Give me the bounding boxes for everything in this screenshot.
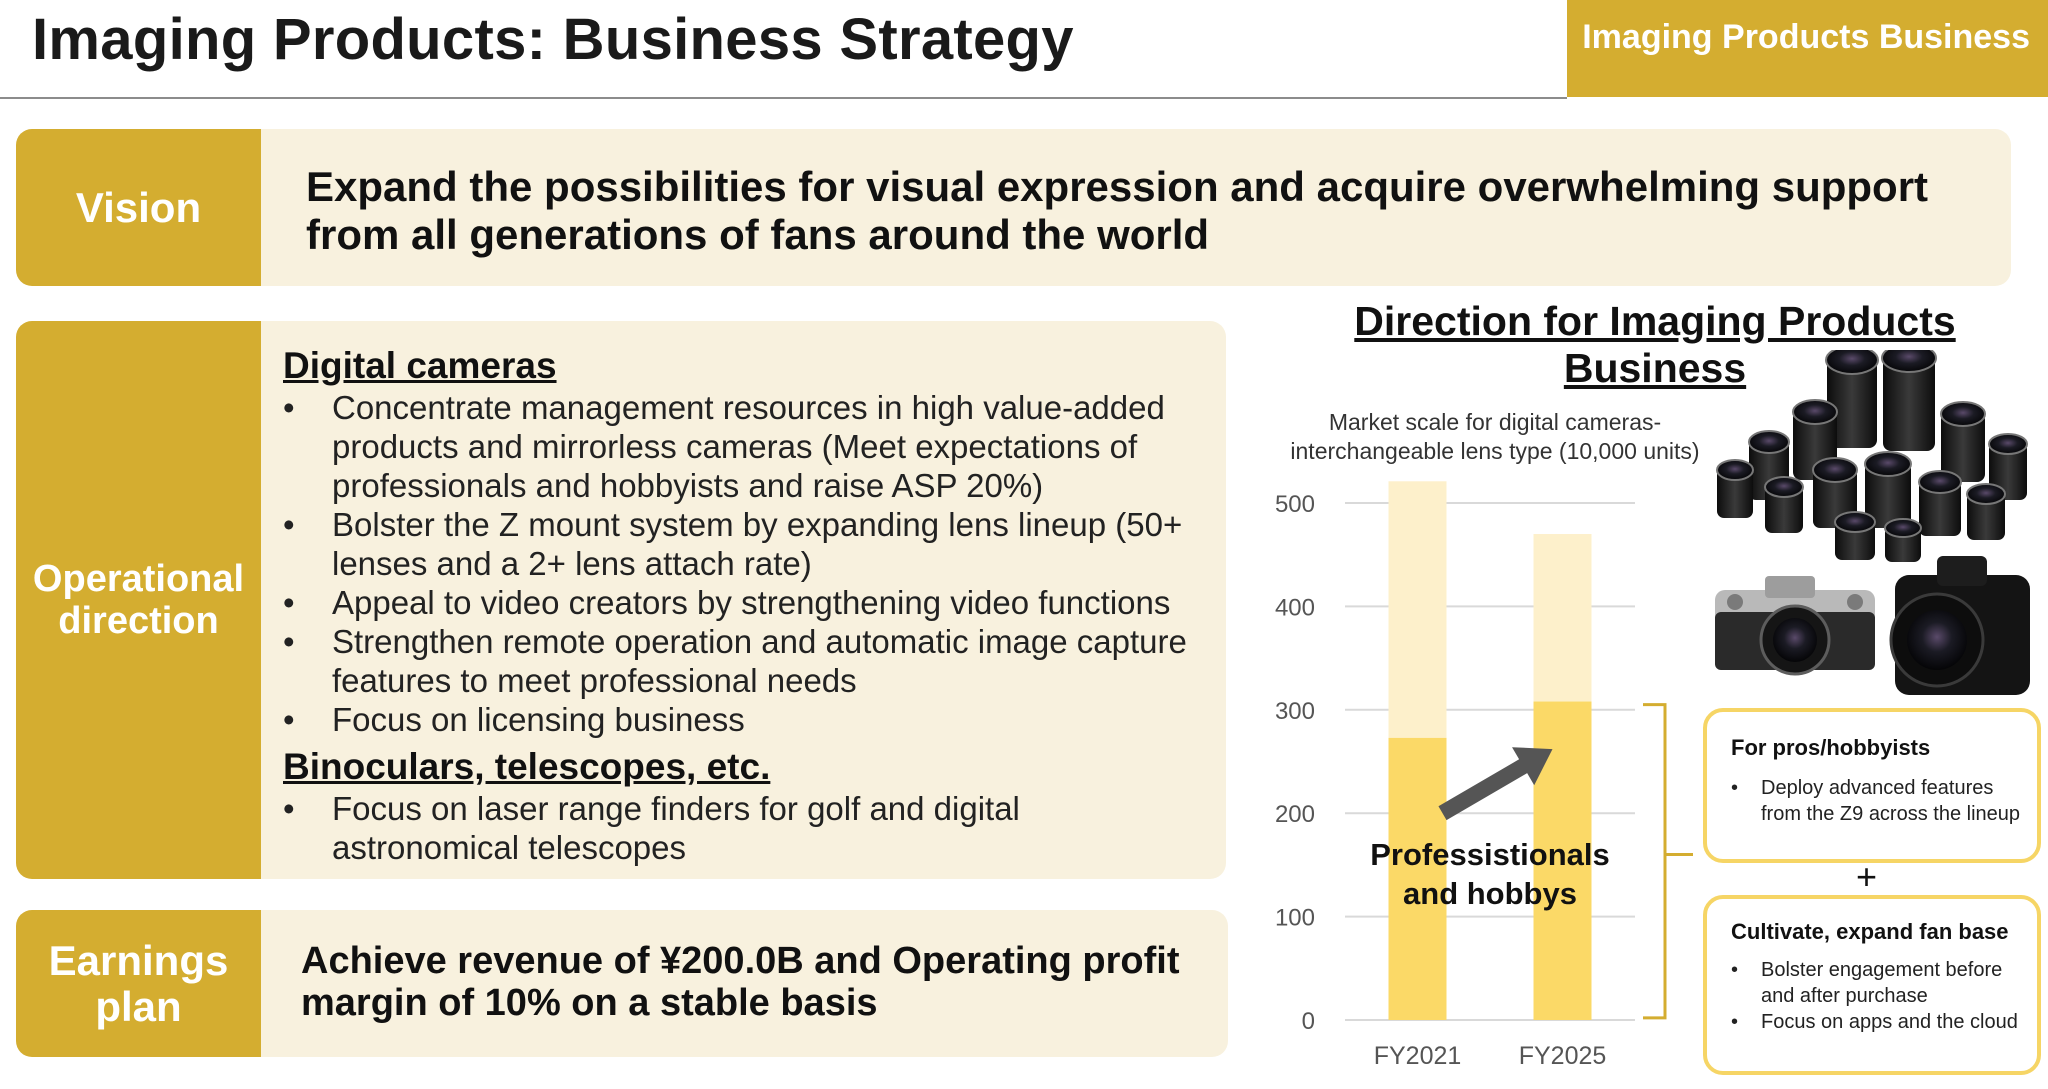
bar-segment bbox=[1388, 737, 1447, 1020]
y-tick-label: 200 bbox=[1275, 801, 1315, 828]
section-heading: Binoculars, telescopes, etc. bbox=[283, 746, 771, 787]
bullet-item: Concentrate management resources in high… bbox=[283, 388, 1213, 505]
page-title: Imaging Products: Business Strategy bbox=[32, 7, 1074, 72]
chart-annotation: Professistionals bbox=[1370, 837, 1609, 872]
plus-sign: + bbox=[1856, 856, 1878, 897]
chart-annotation: and hobbys bbox=[1403, 876, 1577, 911]
earnings-plan-panel bbox=[261, 910, 1228, 1057]
market-scale-chart: 0 100 200 300 400 500 FY2021 FY2025 Professistio… bbox=[1275, 481, 1693, 1070]
earnings-plan-statement: Achieve revenue of ¥200.0B and Operating… bbox=[301, 940, 1180, 1024]
vision-panel bbox=[261, 129, 2011, 286]
header-divider bbox=[0, 97, 1567, 99]
y-tick-label: 500 bbox=[1275, 491, 1315, 518]
bracket bbox=[1643, 703, 1667, 1020]
growth-arrow-icon bbox=[1438, 747, 1553, 821]
callout-bullets: Bolster engagement before and after purc… bbox=[1731, 957, 2031, 1035]
callout-title: Cultivate, expand fan base bbox=[1731, 919, 2009, 944]
section-tag-label: Imaging Products Business bbox=[1582, 18, 2030, 56]
digital-cameras-bullets: Concentrate management resources in high… bbox=[283, 388, 1213, 739]
camera-lens-lineup-icon bbox=[1715, 350, 2030, 695]
digital-cameras-section: Digital cameras Concentrate management r… bbox=[283, 345, 1213, 739]
bar-segment bbox=[1533, 534, 1592, 702]
bullet-item: Bolster the Z mount system by expanding … bbox=[283, 505, 1213, 583]
earnings-plan-label: Earnings plan bbox=[16, 910, 261, 1057]
chart-title: Direction for Imaging Products Business bbox=[1354, 298, 1956, 391]
callout-bullet: Focus on apps and the cloud bbox=[1731, 1009, 2031, 1035]
bar-segment bbox=[1388, 481, 1447, 738]
fan-base-callout: Cultivate, expand fan base Bolster engag… bbox=[1703, 895, 2041, 1075]
callout-bullet: Bolster engagement before and after purc… bbox=[1731, 957, 2031, 1009]
bullet-item: Focus on laser range finders for golf an… bbox=[283, 789, 1063, 867]
callout-title: For pros/hobbyists bbox=[1731, 735, 1931, 760]
bullet-item: Focus on licensing business bbox=[283, 700, 1213, 739]
section-tag: Imaging Products Business bbox=[1567, 0, 2048, 97]
vision-label: Vision bbox=[16, 129, 261, 286]
binoculars-section: Binoculars, telescopes, etc. Focus on la… bbox=[283, 746, 1213, 867]
bullet-item: Appeal to video creators by strengthenin… bbox=[283, 583, 1213, 622]
pros-hobbyists-callout: For pros/hobbyists Deploy advanced featu… bbox=[1703, 708, 2041, 863]
callout-bullets: Deploy advanced features from the Z9 acr… bbox=[1731, 775, 2031, 827]
y-tick-label: 400 bbox=[1275, 594, 1315, 621]
y-tick-label: 300 bbox=[1275, 698, 1315, 725]
section-heading: Digital cameras bbox=[283, 345, 557, 386]
y-tick-label: 100 bbox=[1275, 905, 1315, 932]
chart-subtitle: Market scale for digital cameras-interch… bbox=[1290, 409, 1700, 464]
binoculars-bullets: Focus on laser range finders for golf an… bbox=[283, 789, 1063, 867]
y-tick-label: 0 bbox=[1302, 1008, 1315, 1035]
x-tick-label: FY2021 bbox=[1374, 1042, 1462, 1070]
growth-arrow-shape bbox=[1438, 747, 1553, 821]
x-tick-label: FY2025 bbox=[1519, 1042, 1607, 1070]
bullet-item: Strengthen remote operation and automati… bbox=[283, 622, 1213, 700]
callout-bullet: Deploy advanced features from the Z9 acr… bbox=[1731, 775, 2031, 827]
vision-statement: Expand the possibilities for visual expr… bbox=[306, 163, 1929, 258]
operational-direction-label: Operational direction bbox=[16, 321, 261, 879]
